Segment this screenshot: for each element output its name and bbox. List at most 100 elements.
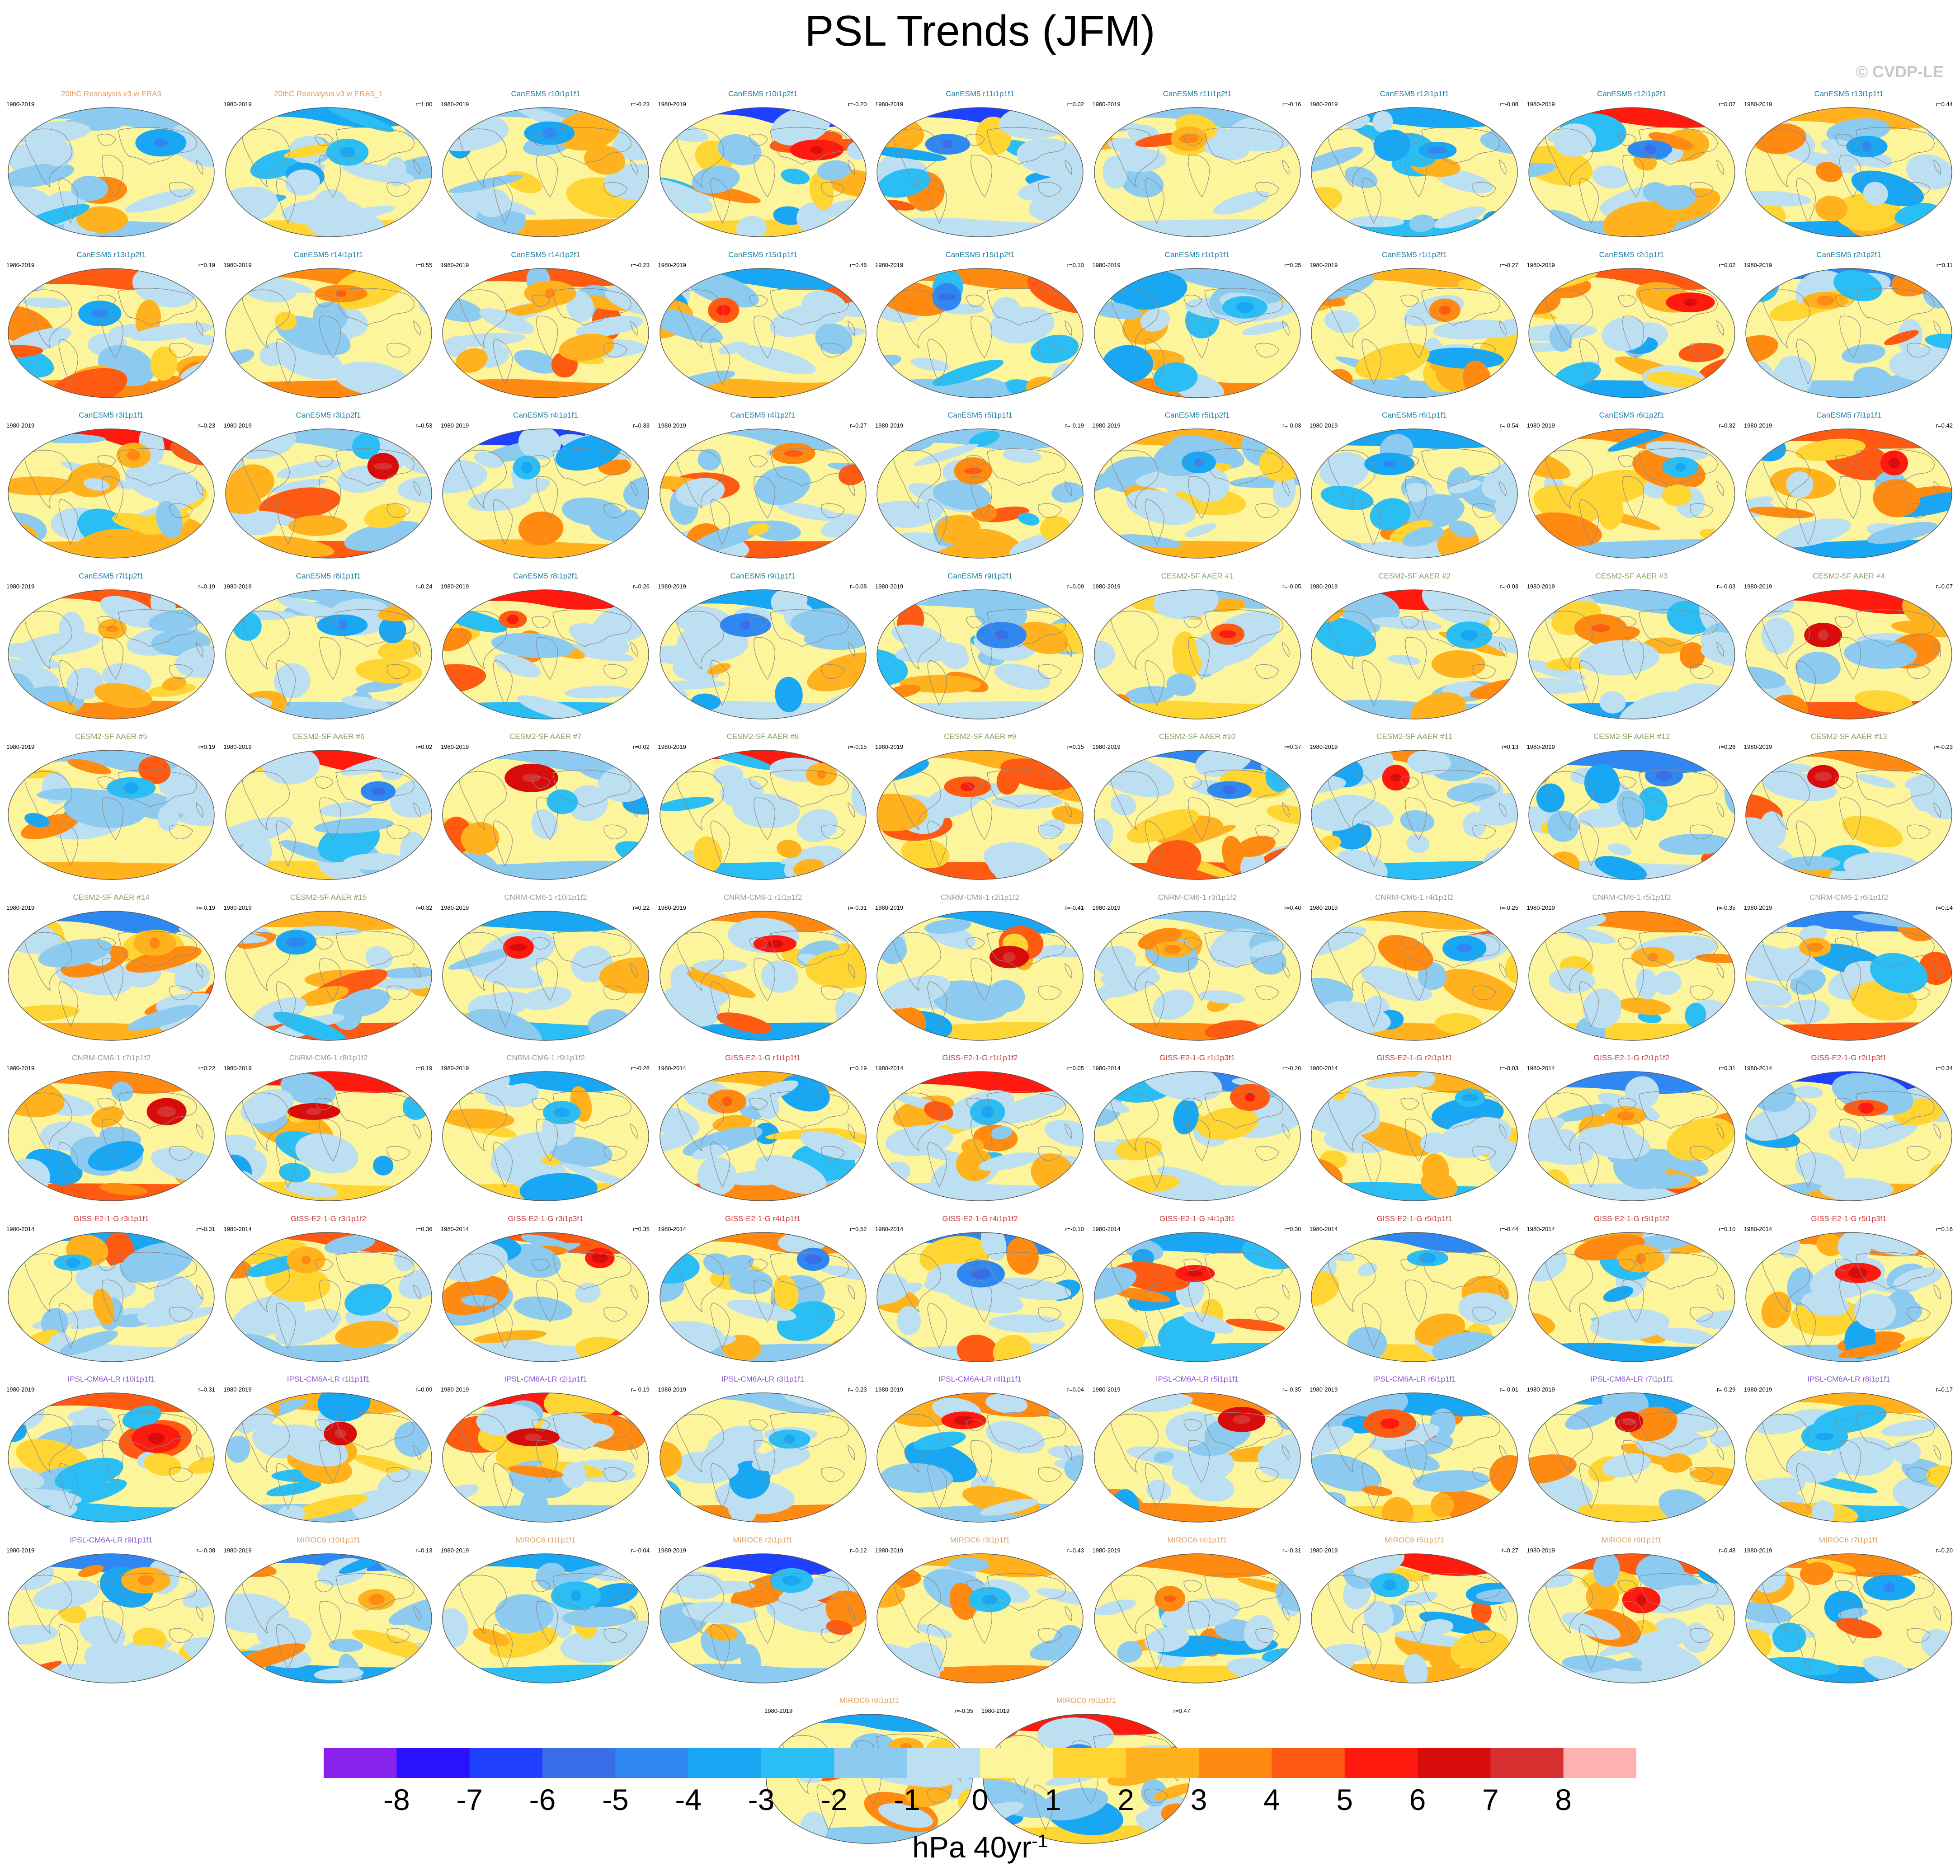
panel-correlation: r=-0.05 [1282,583,1301,590]
panel-correlation: r=0.02 [632,743,650,750]
panel-correlation: r=-0.16 [1282,101,1301,108]
trend-map [1311,428,1518,559]
trend-map [659,589,867,719]
colorbar-tick-label: 5 [1336,1783,1353,1816]
panel-period: 1980-2019 [658,1386,686,1393]
panel-period: 1980-2019 [764,1707,793,1714]
panel-correlation: r=0.02 [415,743,433,750]
map-panel: CESM2-SF AAER #1 1980-2019 r=-0.05 [1090,572,1305,720]
map-panel: GISS-E2-1-G r2i1p1f1 1980-2014 r=-0.03 [1307,1053,1522,1202]
panel-period: 1980-2019 [6,583,35,590]
panel-correlation: r=-0.04 [631,1547,650,1554]
panel-period: 1980-2019 [1744,743,1772,750]
trend-map [1745,1392,1952,1523]
panel-correlation: r=-0.15 [848,743,867,750]
trend-map [8,910,215,1041]
panel-correlation: r=0.31 [1719,1065,1736,1072]
panel-correlation: r=-0.19 [1065,422,1084,429]
map-panel: CanESM5 r7i1p2f1 1980-2019 r=0.19 [4,572,219,720]
panel-correlation: r=-0.35 [1716,904,1736,911]
map-panel: GISS-E2-1-G r5i1p1f1 1980-2014 r=-0.44 [1307,1214,1522,1363]
panel-title: CanESM5 r10i1p1f1 [511,89,580,98]
panel-title: CanESM5 r5i1p2f1 [1164,411,1230,419]
trend-map [1311,107,1518,237]
map-panel: CNRM-CM6-1 r2i1p1f2 1980-2019 r=-0.41 [872,893,1088,1041]
panel-correlation: r=0.09 [415,1386,433,1393]
colorbar-tick-label: 1 [1044,1783,1061,1816]
panel-period: 1980-2019 [223,422,252,429]
map-panel: CanESM5 r15i1p1f1 1980-2019 r=0.46 [655,250,871,399]
map-panel: CNRM-CM6-1 r8i1p1f2 1980-2019 r=0.19 [221,1053,436,1202]
panel-period: 1980-2019 [1310,583,1338,590]
panel-period: 1980-2014 [875,1225,904,1232]
map-panel: CanESM5 r14i1p2f1 1980-2019 r=-0.23 [438,250,653,399]
trend-map [442,1392,649,1523]
panel-title: GISS-E2-1-G r1i1p3f1 [1159,1053,1235,1062]
panel-correlation: r=0.42 [1936,422,1953,429]
panel-period: 1980-2014 [6,1225,35,1232]
colorbar-swatch [980,1748,1053,1778]
trend-map [1093,107,1301,237]
panel-period: 1980-2019 [441,583,469,590]
trend-map [1311,1232,1518,1362]
map-panel: 20thC Reanalysis v3 w ERA5 1980-2019 [4,89,219,238]
map-panel: CanESM5 r11i1p2f1 1980-2019 r=-0.16 [1090,89,1305,238]
panel-correlation: r=0.37 [1284,743,1301,750]
panel-correlation: r=0.09 [1067,583,1084,590]
panel-correlation: r=-0.54 [1499,422,1518,429]
panel-period: 1980-2019 [1092,1386,1121,1393]
panel-title: CESM2-SF AAER #9 [944,732,1016,741]
map-panel: CanESM5 r1i1p1f1 1980-2019 r=0.35 [1090,250,1305,399]
trend-map [876,107,1084,237]
panel-period: 1980-2019 [1744,904,1772,911]
panel-correlation: r=-0.25 [1499,904,1518,911]
map-panel: CESM2-SF AAER #15 1980-2019 r=0.32 [221,893,436,1041]
panel-title: CNRM-CM6-1 r8i1p1f2 [289,1053,368,1062]
trend-map [876,589,1084,719]
panel-period: 1980-2019 [658,743,686,750]
panel-title: CanESM5 r6i1p1f1 [1382,411,1447,419]
trend-map [225,107,432,237]
panel-period: 1980-2014 [1527,1225,1555,1232]
trend-map [8,107,215,237]
colorbar-tick-label: -5 [602,1783,629,1816]
map-panel: GISS-E2-1-G r1i1p1f2 1980-2014 r=0.05 [872,1053,1088,1202]
panel-correlation: r=-0.31 [848,904,867,911]
map-panel: CESM2-SF AAER #4 1980-2019 r=0.07 [1741,572,1956,720]
colorbar-swatch [1344,1748,1418,1778]
map-panel: CESM2-SF AAER #7 1980-2019 r=0.02 [438,732,653,880]
panel-correlation: r=0.34 [1936,1065,1953,1072]
panel-correlation: r=-0.23 [1934,743,1953,750]
colorbar-swatch [1053,1748,1126,1778]
trend-map [1745,1553,1952,1683]
colorbar-swatch [1126,1748,1199,1778]
panel-period: 1980-2014 [1527,1065,1555,1072]
colorbar-tick-label: 8 [1555,1783,1572,1816]
map-panel: IPSL-CM6A-LR r1i1p1f1 1980-2019 r=0.09 [221,1375,436,1523]
trend-map [442,910,649,1041]
trend-map [876,750,1084,880]
trend-map [442,589,649,719]
panel-correlation: r=0.36 [415,1225,433,1232]
map-panel: CanESM5 r14i1p1f1 1980-2019 r=0.55 [221,250,436,399]
panel-correlation: r=0.10 [1719,1225,1736,1232]
panel-period: 1980-2019 [6,1386,35,1393]
panel-period: 1980-2014 [223,1225,252,1232]
trend-map [1093,268,1301,398]
trend-map [659,1553,867,1683]
panel-title: CNRM-CM6-1 r7i1p1f2 [72,1053,151,1062]
panel-correlation: r=-0.20 [1282,1065,1301,1072]
trend-map [8,268,215,398]
panel-title: GISS-E2-1-G r5i1p3f1 [1811,1214,1887,1223]
trend-map [1745,1232,1952,1362]
panel-title: CESM2-SF AAER #2 [1378,571,1451,580]
panel-correlation: r=0.19 [198,583,215,590]
panel-title: MIROC6 r8i1p1f1 [839,1696,900,1705]
map-panel: CNRM-CM6-1 r6i1p1f2 1980-2019 r=0.14 [1741,893,1956,1041]
panel-correlation: r=-0.03 [1499,583,1518,590]
panel-correlation: r=0.19 [415,1065,433,1072]
map-panel: CanESM5 r3i1p1f1 1980-2019 r=0.23 [4,411,219,559]
trend-map [8,428,215,559]
panel-period: 1980-2014 [1310,1065,1338,1072]
colorbar-tick-label: 0 [971,1783,989,1816]
